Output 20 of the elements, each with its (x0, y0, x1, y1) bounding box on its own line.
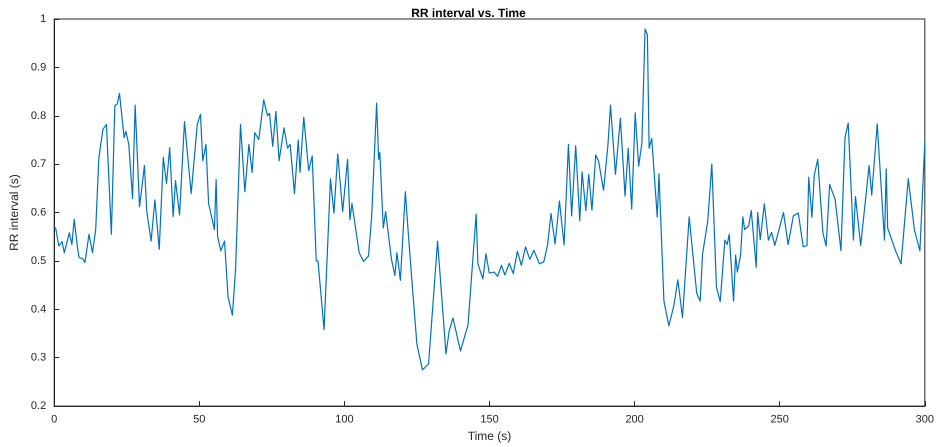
x-tick-label: 250 (770, 414, 789, 426)
x-tick-label: 100 (335, 414, 354, 426)
x-axis-title: Time (s) (468, 429, 512, 443)
y-tick-label: 0.2 (30, 400, 46, 412)
x-tick-label: 150 (480, 414, 499, 426)
line-series (54, 28, 926, 370)
x-tick-label: 300 (916, 414, 934, 426)
y-tick-label: 1 (40, 13, 46, 25)
x-tick-label: 0 (51, 414, 58, 426)
y-tick-label: 0.5 (30, 254, 46, 267)
y-tick-label: 0.3 (30, 352, 46, 364)
y-tick-label: 0.9 (30, 61, 46, 74)
x-tick-label: 50 (193, 414, 206, 426)
y-tick-label: 0.6 (30, 206, 46, 219)
x-tick-label: 200 (625, 414, 644, 426)
y-axis-title: RR interval (s) (7, 174, 21, 251)
y-tick-label: 0.4 (30, 303, 46, 316)
y-tick-label: 0.8 (30, 110, 46, 122)
chart-title: RR interval vs. Time (411, 6, 526, 20)
y-tick-label: 0.7 (30, 158, 46, 170)
